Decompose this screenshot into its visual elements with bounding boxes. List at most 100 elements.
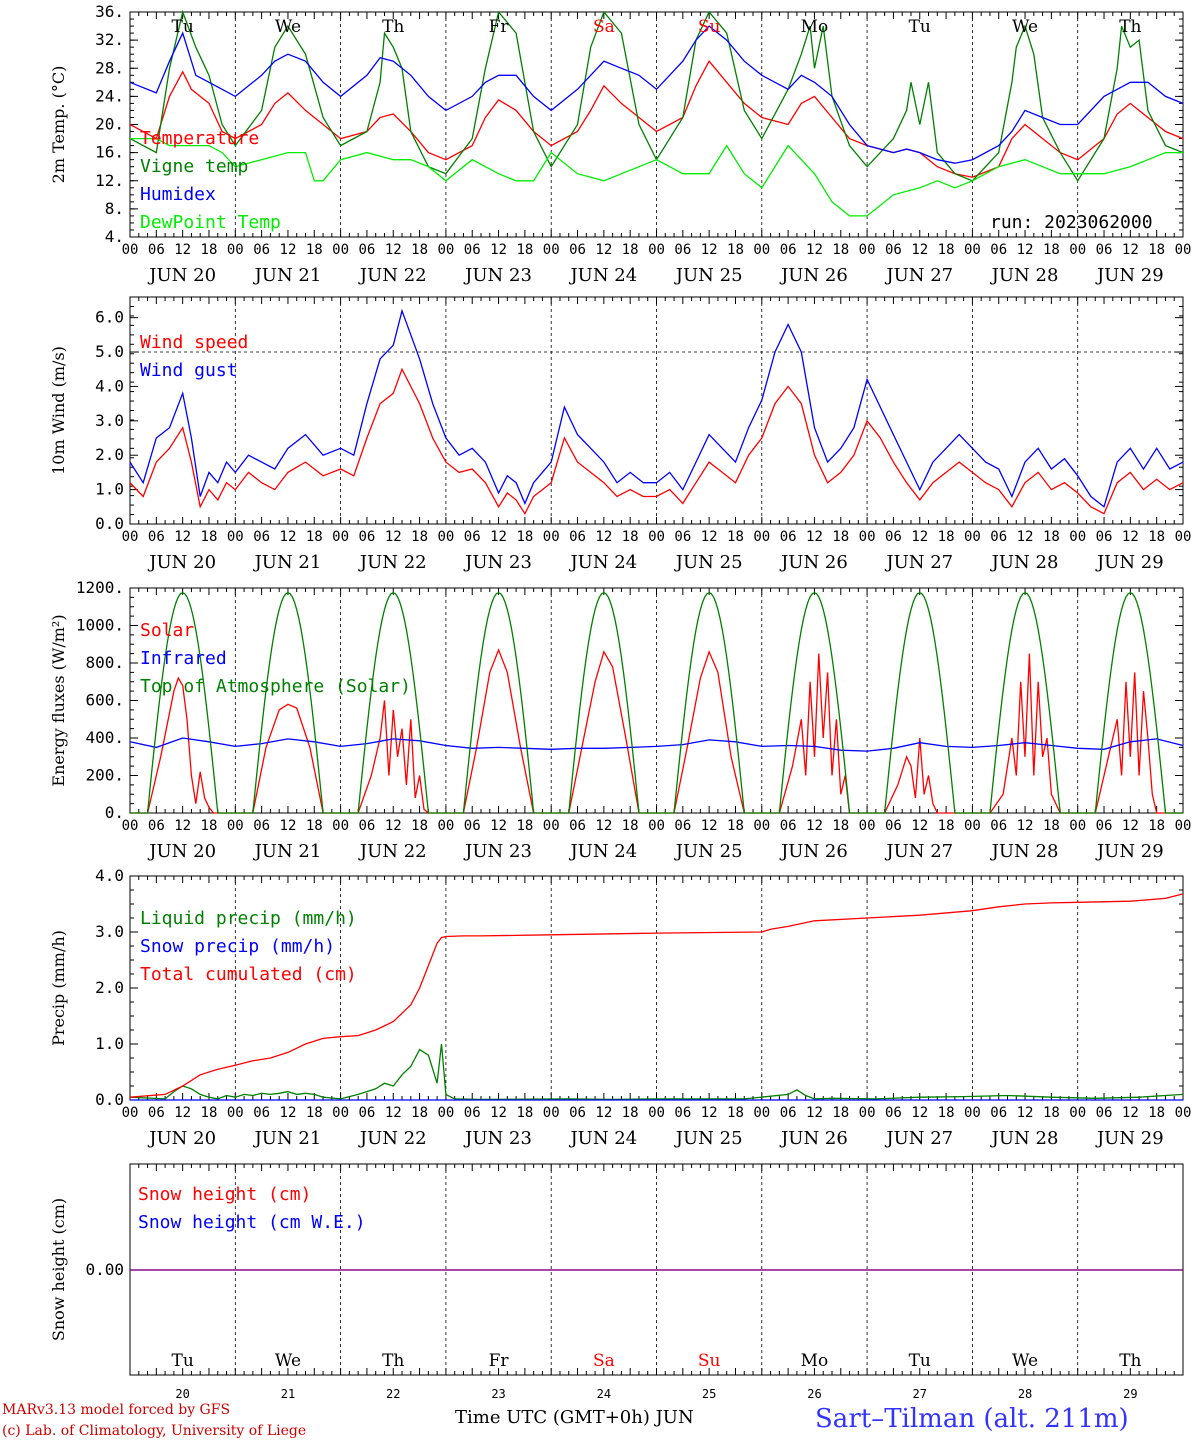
x-date-label: JUN 23	[463, 841, 532, 862]
day-number-label: 20	[175, 1387, 189, 1401]
weekday-label: Sa	[593, 17, 615, 37]
x-date-label: JUN 20	[147, 552, 216, 573]
weekday-label: Sa	[593, 1351, 615, 1371]
weekday-label: Th	[382, 1351, 404, 1371]
x-date-label: JUN 21	[253, 1128, 322, 1149]
x-hour-label: 00	[964, 529, 981, 545]
x-hour-label: 00	[648, 242, 665, 258]
x-hour-label: 00	[332, 818, 349, 834]
y-tick-label: 1000.	[76, 616, 124, 635]
x-hour-label: 00	[122, 1105, 139, 1121]
x-hour-label: 18	[1148, 529, 1165, 545]
x-hour-label: 18	[201, 529, 218, 545]
x-hour-label: 18	[727, 529, 744, 545]
x-hour-label: 00	[1175, 1105, 1192, 1121]
x-hour-label: 06	[885, 242, 902, 258]
x-hour-label: 00	[227, 529, 244, 545]
y-tick-label: 4.0	[95, 866, 124, 885]
x-hour-label: 06	[885, 529, 902, 545]
x-hour-label: 12	[911, 242, 928, 258]
x-hour-label: 00	[332, 242, 349, 258]
x-hour-label: 18	[516, 529, 533, 545]
plot-frame	[129, 587, 1184, 814]
day-number-label: 21	[281, 1387, 295, 1401]
x-date-label: JUN 26	[779, 1128, 848, 1149]
legend-entry: Snow height (cm)	[138, 1184, 311, 1205]
x-date-label: JUN 27	[884, 841, 953, 862]
legend-entry: Solar	[140, 620, 194, 641]
series-line	[129, 308, 1184, 508]
x-date-label: JUN 28	[990, 1128, 1059, 1149]
x-hour-label: 00	[437, 242, 454, 258]
x-hour-label: 12	[174, 242, 191, 258]
x-date-label: JUN 29	[1095, 265, 1164, 286]
x-hour-label: 00	[859, 818, 876, 834]
weekday-label: Mo	[801, 17, 829, 37]
x-hour-label: 12	[385, 1105, 402, 1121]
x-hour-label: 18	[622, 529, 639, 545]
x-hour-label: 00	[964, 818, 981, 834]
y-tick-label: 1200.	[76, 578, 124, 597]
x-hour-label: 12	[1122, 818, 1139, 834]
x-hour-label: 18	[832, 1105, 849, 1121]
credit-line-2: (c) Lab. of Climatology, University of L…	[2, 1423, 306, 1439]
x-date-label: JUN 22	[358, 552, 427, 573]
x-hour-label: 12	[595, 529, 612, 545]
series-line	[130, 137, 1183, 217]
x-hour-label: 12	[385, 529, 402, 545]
x-hour-label: 12	[595, 1105, 612, 1121]
y-tick-label: 2.0	[95, 445, 124, 464]
series-line	[129, 737, 1184, 752]
x-hour-label: 06	[990, 1105, 1007, 1121]
x-hour-label: 00	[1069, 529, 1086, 545]
x-date-label: JUN 28	[990, 265, 1059, 286]
weekday-label: Th	[1119, 17, 1141, 37]
x-hour-label: 18	[411, 1105, 428, 1121]
x-hour-label: 00	[122, 242, 139, 258]
x-hour-label: 18	[201, 242, 218, 258]
x-hour-label: 18	[832, 529, 849, 545]
x-hour-label: 00	[964, 242, 981, 258]
day-number-label: 24	[597, 1387, 611, 1401]
x-hour-label: 00	[543, 242, 560, 258]
x-hour-label: 12	[280, 818, 297, 834]
x-hour-label: 00	[753, 529, 770, 545]
weekday-label: Th	[382, 17, 404, 37]
x-hour-label: 06	[1096, 818, 1113, 834]
y-tick-label: 0.00	[85, 1260, 124, 1279]
x-axis-label: Time UTC (GMT+0h) JUN	[455, 1407, 694, 1428]
x-hour-label: 00	[227, 242, 244, 258]
y-tick-label: 36.	[95, 2, 124, 21]
x-hour-label: 18	[622, 818, 639, 834]
day-number-label: 25	[702, 1387, 716, 1401]
legend-entry: Total cumulated (cm)	[140, 964, 357, 985]
x-date-label: JUN 25	[674, 265, 743, 286]
x-hour-label: 06	[358, 818, 375, 834]
x-hour-label: 06	[569, 529, 586, 545]
x-hour-label: 12	[1017, 818, 1034, 834]
panel-4: 0.0 1.0 2.0 3.0 4.0 Precip (mm/h) Liquid preci…	[49, 866, 1191, 1149]
x-hour-label: 00	[859, 529, 876, 545]
x-hour-label: 06	[674, 529, 691, 545]
series-line	[129, 25, 1184, 164]
x-hour-label: 12	[701, 529, 718, 545]
weekday-label: We	[1012, 1351, 1038, 1371]
x-hour-label: 06	[464, 818, 481, 834]
x-hour-label: 06	[1096, 1105, 1113, 1121]
x-date-label: JUN 23	[463, 552, 532, 573]
x-hour-label: 06	[780, 818, 797, 834]
x-hour-label: 12	[174, 818, 191, 834]
x-hour-label: 12	[911, 818, 928, 834]
x-hour-label: 06	[358, 529, 375, 545]
series-line	[129, 1043, 1184, 1101]
x-hour-label: 18	[622, 242, 639, 258]
weekday-label: Fr	[489, 1351, 510, 1371]
weekday-label: Fr	[489, 17, 510, 37]
x-hour-label: 00	[543, 529, 560, 545]
y-axis-label: Precip (mm/h)	[49, 930, 68, 1046]
x-hour-label: 12	[595, 818, 612, 834]
weekday-label: Tu	[172, 17, 194, 37]
weekday-label: Su	[698, 1351, 721, 1371]
x-hour-label: 18	[411, 529, 428, 545]
